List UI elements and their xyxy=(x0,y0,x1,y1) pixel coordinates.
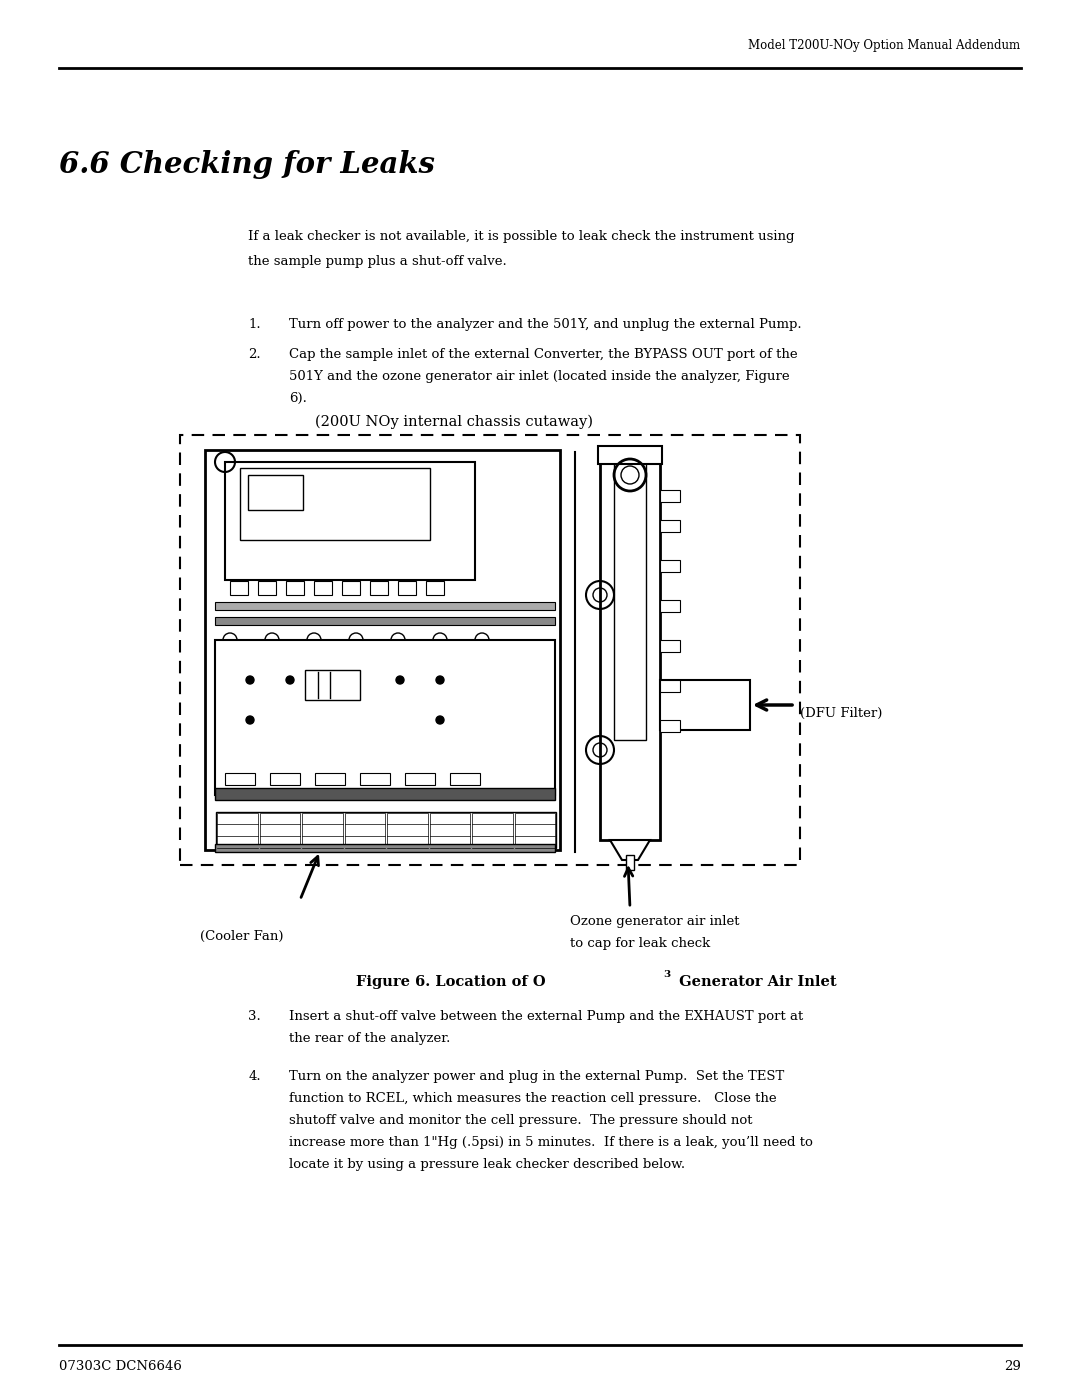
Text: 1.: 1. xyxy=(248,319,261,331)
Circle shape xyxy=(396,676,404,685)
Text: Generator Air Inlet: Generator Air Inlet xyxy=(674,975,837,989)
Bar xyxy=(430,813,470,847)
Bar xyxy=(360,773,390,785)
Text: 2.: 2. xyxy=(248,348,261,360)
Bar xyxy=(660,640,680,652)
Text: increase more than 1"Hg (.5psi) in 5 minutes.  If there is a leak, you’ll need t: increase more than 1"Hg (.5psi) in 5 min… xyxy=(289,1136,813,1148)
Bar xyxy=(259,813,300,847)
Text: function to RCEL, which measures the reaction cell pressure.   Close the: function to RCEL, which measures the rea… xyxy=(289,1092,778,1105)
Bar xyxy=(286,581,303,595)
Text: 501Y and the ozone generator air inlet (located inside the analyzer, Figure: 501Y and the ozone generator air inlet (… xyxy=(289,370,791,383)
Text: 29: 29 xyxy=(1003,1361,1021,1373)
Bar xyxy=(258,581,276,595)
Bar xyxy=(180,434,800,865)
Bar xyxy=(240,468,430,541)
Polygon shape xyxy=(610,840,650,861)
Bar xyxy=(305,671,360,700)
Text: Turn off power to the analyzer and the 501Y, and unplug the external Pump.: Turn off power to the analyzer and the 5… xyxy=(289,319,802,331)
Circle shape xyxy=(436,717,444,724)
Bar xyxy=(315,773,345,785)
Text: 3.: 3. xyxy=(248,1010,261,1023)
Circle shape xyxy=(246,717,254,724)
Text: the rear of the analyzer.: the rear of the analyzer. xyxy=(289,1032,450,1045)
Text: (200U NOy internal chassis cutaway): (200U NOy internal chassis cutaway) xyxy=(314,415,593,429)
Text: 07303C DCN6646: 07303C DCN6646 xyxy=(59,1361,183,1373)
Text: to cap for leak check: to cap for leak check xyxy=(570,937,711,950)
Bar xyxy=(615,460,646,740)
Text: shutoff valve and monitor the cell pressure.  The pressure should not: shutoff valve and monitor the cell press… xyxy=(289,1113,753,1127)
Bar xyxy=(387,813,428,847)
Bar xyxy=(472,813,513,847)
Bar xyxy=(399,581,416,595)
Bar xyxy=(660,680,680,692)
Circle shape xyxy=(286,676,294,685)
Bar xyxy=(205,450,561,849)
Text: Turn on the analyzer power and plug in the external Pump.  Set the TEST: Turn on the analyzer power and plug in t… xyxy=(289,1070,785,1083)
Text: Ozone generator air inlet: Ozone generator air inlet xyxy=(570,915,740,928)
Bar xyxy=(216,812,556,848)
Bar xyxy=(660,680,750,731)
Bar xyxy=(345,813,384,847)
Bar xyxy=(450,773,480,785)
Text: Figure 6. Location of O: Figure 6. Location of O xyxy=(356,975,546,989)
Bar xyxy=(225,773,255,785)
Bar xyxy=(230,581,248,595)
Bar xyxy=(342,581,360,595)
Text: Model T200U-NOy Option Manual Addendum: Model T200U-NOy Option Manual Addendum xyxy=(748,39,1021,52)
Text: Cap the sample inlet of the external Converter, the BYPASS OUT port of the: Cap the sample inlet of the external Con… xyxy=(289,348,798,360)
Text: locate it by using a pressure leak checker described below.: locate it by using a pressure leak check… xyxy=(289,1158,686,1171)
Bar xyxy=(600,453,660,840)
Bar xyxy=(660,560,680,571)
Bar xyxy=(370,581,388,595)
Text: (Cooler Fan): (Cooler Fan) xyxy=(200,930,283,943)
Bar xyxy=(215,617,555,624)
Text: Insert a shut-off valve between the external Pump and the EXHAUST port at: Insert a shut-off valve between the exte… xyxy=(289,1010,804,1023)
Bar xyxy=(215,844,555,852)
Bar xyxy=(215,640,555,795)
Text: 6).: 6). xyxy=(289,393,308,405)
Bar xyxy=(302,813,342,847)
Bar xyxy=(660,599,680,612)
Bar xyxy=(314,581,332,595)
Bar xyxy=(626,855,634,870)
Bar xyxy=(660,490,680,502)
Bar xyxy=(660,719,680,732)
Text: 4.: 4. xyxy=(248,1070,261,1083)
Bar xyxy=(660,520,680,532)
Circle shape xyxy=(436,676,444,685)
Text: the sample pump plus a shut-off valve.: the sample pump plus a shut-off valve. xyxy=(248,256,508,268)
Text: If a leak checker is not available, it is possible to leak check the instrument : If a leak checker is not available, it i… xyxy=(248,231,795,243)
Bar xyxy=(514,813,555,847)
Bar xyxy=(225,462,475,580)
Bar xyxy=(405,773,435,785)
Text: 3: 3 xyxy=(663,970,671,979)
Text: 6.6 Checking for Leaks: 6.6 Checking for Leaks xyxy=(59,149,435,179)
Circle shape xyxy=(246,676,254,685)
Bar xyxy=(217,813,257,847)
Bar xyxy=(215,602,555,610)
Bar xyxy=(248,475,303,510)
Bar xyxy=(426,581,444,595)
Bar xyxy=(270,773,300,785)
Bar xyxy=(598,446,662,464)
Text: (DFU Filter): (DFU Filter) xyxy=(800,707,882,719)
Bar xyxy=(215,788,555,800)
